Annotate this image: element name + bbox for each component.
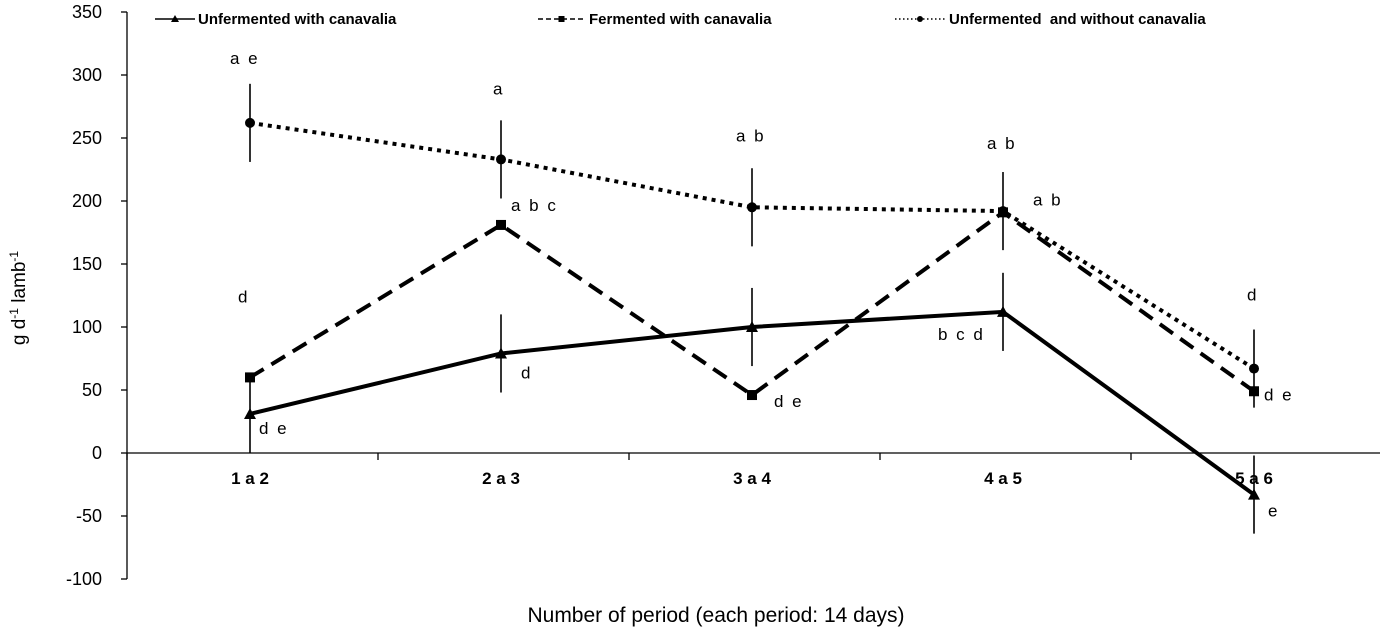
significance-label-fermented-canavalia: d e bbox=[774, 392, 804, 411]
y-axis-title: g d-1 lamb-1 bbox=[7, 251, 30, 346]
significance-label-unfermented-without-canavalia: a e bbox=[230, 49, 260, 68]
y-axis-title-mid: lamb bbox=[9, 262, 30, 308]
significance-label-unfermented-without-canavalia: a b bbox=[736, 126, 766, 145]
significance-label-fermented-canavalia: a b bbox=[1033, 190, 1063, 209]
x-axis-title: Number of period (each period: 14 days) bbox=[527, 604, 904, 627]
significance-label-fermented-canavalia: a b c bbox=[511, 196, 558, 215]
axes: -100 -50 0 50 100 150 200 250 300 350 1 a 2 2 a 3 3 … bbox=[66, 2, 1380, 589]
marker-triangle-unfermented-canavalia bbox=[244, 407, 256, 419]
y-tick-label: 0 bbox=[92, 443, 102, 463]
marker-triangle-unfermented-canavalia bbox=[746, 321, 758, 332]
y-tick-label: -50 bbox=[76, 506, 102, 526]
legend-marker-fermented-canavalia bbox=[558, 16, 565, 22]
series-line-unfermented-without-canavalia bbox=[249, 120, 1256, 371]
marker-square-fermented-canavalia bbox=[496, 219, 506, 230]
significance-label-unfermented-without-canavalia: a bbox=[493, 79, 504, 98]
series-line-fermented-canavalia bbox=[248, 209, 1256, 398]
y-tick-label: 150 bbox=[72, 254, 102, 274]
marker-circle-unfermented-without-canavalia bbox=[496, 154, 506, 165]
marker-square-fermented-canavalia bbox=[245, 372, 255, 383]
legend-marker-unfermented-canavalia bbox=[171, 15, 179, 22]
marker-square-fermented-canavalia bbox=[1249, 386, 1259, 397]
significance-label-unfermented-without-canavalia: d bbox=[1247, 286, 1258, 305]
marker-triangle-unfermented-canavalia bbox=[1248, 488, 1260, 500]
y-tick-label: 100 bbox=[72, 317, 102, 337]
y-tick-label: 50 bbox=[82, 380, 102, 400]
significance-label-unfermented-canavalia: e bbox=[1268, 502, 1279, 521]
x-tick-label: 2 a 3 bbox=[482, 469, 520, 488]
marker-circle-unfermented-without-canavalia bbox=[998, 206, 1008, 217]
markers bbox=[244, 117, 1260, 500]
annotations: d e d b c d e d a b c d e a b d e a e a a b a b d bbox=[230, 49, 1294, 521]
y-axis-title-sup1: -1 bbox=[7, 308, 21, 319]
y-tick-label: -100 bbox=[66, 569, 102, 589]
x-tick-label: 1 a 2 bbox=[231, 469, 269, 488]
marker-triangle-unfermented-canavalia bbox=[495, 347, 507, 359]
x-tick-label: 3 a 4 bbox=[733, 469, 771, 488]
legend-label-unfermented-without-canavalia: Unfermented and without canavalia bbox=[949, 11, 1206, 28]
y-tick-label: 300 bbox=[72, 65, 102, 85]
marker-circle-unfermented-without-canavalia bbox=[747, 202, 757, 213]
marker-circle-unfermented-without-canavalia bbox=[245, 117, 255, 128]
significance-label-fermented-canavalia: d e bbox=[1264, 385, 1294, 404]
significance-label-unfermented-canavalia: d bbox=[521, 363, 532, 382]
significance-label-unfermented-canavalia: b c d bbox=[938, 325, 985, 344]
error-bars bbox=[249, 83, 1255, 534]
legend: Unfermented with canavalia Fermented with… bbox=[155, 11, 1206, 28]
significance-label-unfermented-without-canavalia: a b bbox=[987, 134, 1017, 153]
y-tick-label: 350 bbox=[72, 2, 102, 22]
marker-circle-unfermented-without-canavalia bbox=[1249, 363, 1259, 374]
marker-square-fermented-canavalia bbox=[747, 390, 757, 401]
marker-triangle-unfermented-canavalia bbox=[997, 305, 1009, 317]
x-tick-label: 4 a 5 bbox=[984, 469, 1022, 488]
legend-label-fermented-canavalia: Fermented with canavalia bbox=[589, 11, 772, 28]
legend-label-unfermented-canavalia: Unfermented with canavalia bbox=[198, 11, 397, 28]
significance-label-unfermented-canavalia: d e bbox=[259, 419, 289, 438]
legend-marker-unfermented-without-canavalia bbox=[917, 16, 923, 22]
y-axis-title-base: g d bbox=[9, 319, 30, 345]
y-tick-label: 200 bbox=[72, 191, 102, 211]
y-axis-title-sup2: -1 bbox=[7, 251, 21, 262]
y-tick-label: 250 bbox=[72, 128, 102, 148]
significance-label-fermented-canavalia: d bbox=[238, 287, 249, 306]
